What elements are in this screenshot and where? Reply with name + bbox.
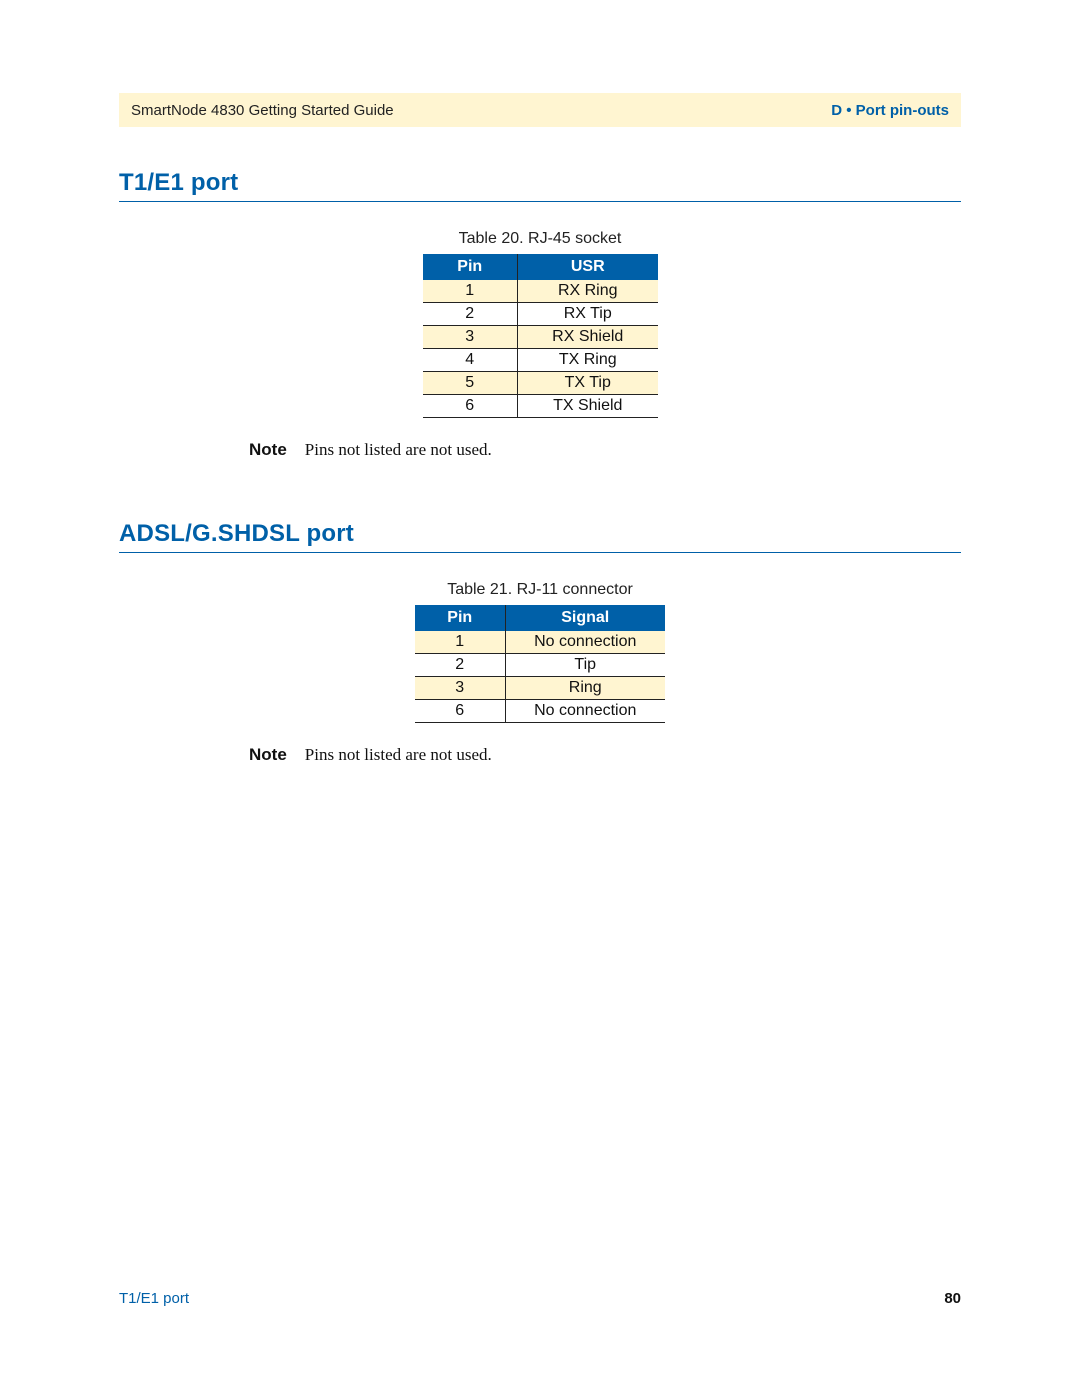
cell: RX Shield xyxy=(518,326,658,349)
cell: 5 xyxy=(423,372,518,395)
header-left: SmartNode 4830 Getting Started Guide xyxy=(131,102,394,119)
table-row: 6TX Shield xyxy=(423,395,658,418)
cell: 3 xyxy=(423,326,518,349)
table-row: 6No connection xyxy=(415,700,665,723)
table-row: 1RX Ring xyxy=(423,280,658,303)
table21-caption: Table 21. RJ-11 connector xyxy=(119,581,961,599)
note-label: Note xyxy=(249,745,287,765)
note-1: Note Pins not listed are not used. xyxy=(249,440,961,460)
table20-col-pin: Pin xyxy=(423,254,518,280)
cell: 2 xyxy=(415,654,505,677)
cell: 3 xyxy=(415,677,505,700)
section-title-adsl: ADSL/G.SHDSL port xyxy=(119,520,961,553)
note-label: Note xyxy=(249,440,287,460)
table20-col-usr: USR xyxy=(518,254,658,280)
footer-left: T1/E1 port xyxy=(119,1290,189,1307)
header-bar: SmartNode 4830 Getting Started Guide D •… xyxy=(119,93,961,127)
footer-page: 80 xyxy=(944,1290,961,1307)
note-text: Pins not listed are not used. xyxy=(305,440,492,460)
cell: No connection xyxy=(505,631,665,654)
cell: 6 xyxy=(415,700,505,723)
table-row: 1No connection xyxy=(415,631,665,654)
table-row: 3RX Shield xyxy=(423,326,658,349)
table-row: 4TX Ring xyxy=(423,349,658,372)
cell: TX Shield xyxy=(518,395,658,418)
cell: 6 xyxy=(423,395,518,418)
note-text: Pins not listed are not used. xyxy=(305,745,492,765)
cell: 1 xyxy=(415,631,505,654)
table21-col-signal: Signal xyxy=(505,605,665,631)
cell: No connection xyxy=(505,700,665,723)
table21: Pin Signal 1No connection 2Tip 3Ring 6No… xyxy=(415,605,665,723)
cell: Ring xyxy=(505,677,665,700)
footer: T1/E1 port 80 xyxy=(119,1290,961,1307)
table21-col-pin: Pin xyxy=(415,605,505,631)
cell: 1 xyxy=(423,280,518,303)
cell: 2 xyxy=(423,303,518,326)
cell: Tip xyxy=(505,654,665,677)
cell: RX Ring xyxy=(518,280,658,303)
cell: RX Tip xyxy=(518,303,658,326)
cell: TX Ring xyxy=(518,349,658,372)
table-row: 2Tip xyxy=(415,654,665,677)
table-row: 2RX Tip xyxy=(423,303,658,326)
table-row: 3Ring xyxy=(415,677,665,700)
cell: TX Tip xyxy=(518,372,658,395)
cell: 4 xyxy=(423,349,518,372)
page-body: SmartNode 4830 Getting Started Guide D •… xyxy=(119,93,961,765)
table-row: 5TX Tip xyxy=(423,372,658,395)
table20: Pin USR 1RX Ring 2RX Tip 3RX Shield 4TX … xyxy=(423,254,658,418)
header-right: D • Port pin-outs xyxy=(831,102,949,119)
note-2: Note Pins not listed are not used. xyxy=(249,745,961,765)
table20-caption: Table 20. RJ-45 socket xyxy=(119,230,961,248)
section-title-t1e1: T1/E1 port xyxy=(119,169,961,202)
